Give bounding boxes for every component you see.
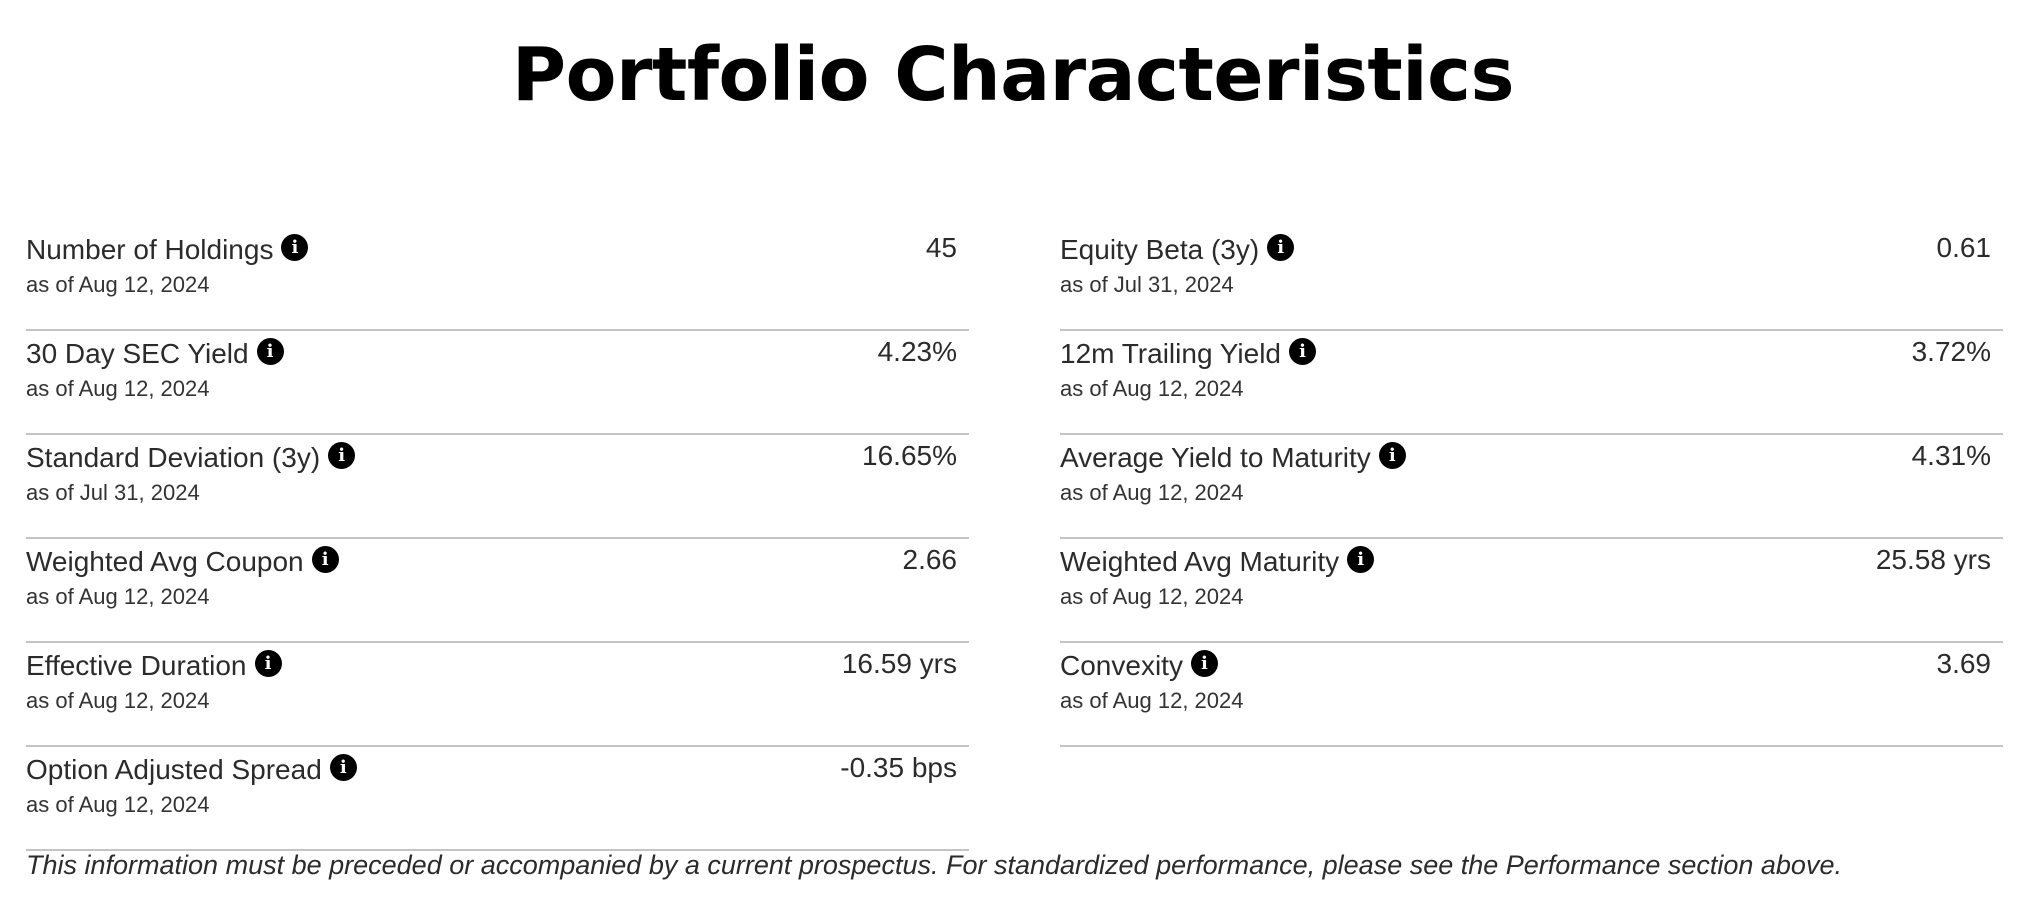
characteristic-row-number-of-holdings: Number of Holdings i as of Aug 12, 2024 … (26, 227, 969, 331)
info-icon[interactable]: i (1347, 545, 1375, 573)
characteristic-value: 2.66 (902, 544, 958, 575)
characteristic-value: 0.61 (1936, 232, 1992, 263)
characteristic-row-equity-beta: Equity Beta (3y) i as of Jul 31, 2024 0.… (1060, 227, 2003, 331)
characteristic-date: as of Aug 12, 2024 (26, 376, 210, 401)
page-title: Portfolio Characteristics (511, 32, 1515, 118)
characteristic-value: 3.72% (1911, 336, 1991, 367)
characteristic-label: Average Yield to Maturity (1060, 442, 1371, 473)
characteristic-label: 30 Day SEC Yield (26, 338, 249, 369)
info-icon[interactable]: i (1267, 233, 1295, 261)
info-icon[interactable]: i (281, 233, 309, 261)
characteristic-row-convexity: Convexity i as of Aug 12, 2024 3.69 (1060, 643, 2003, 747)
characteristic-value: 16.65% (862, 440, 957, 471)
characteristic-date: as of Aug 12, 2024 (1060, 376, 1244, 401)
characteristic-date: as of Jul 31, 2024 (1060, 272, 1234, 297)
characteristic-label: Weighted Avg Maturity (1060, 546, 1340, 577)
characteristic-value: 3.69 (1936, 648, 1992, 679)
info-icon[interactable]: i (256, 337, 284, 365)
characteristic-label: Effective Duration (26, 650, 247, 681)
characteristic-value: 4.31% (1911, 440, 1991, 471)
characteristic-date: as of Aug 12, 2024 (26, 584, 210, 609)
characteristic-date: as of Aug 12, 2024 (1060, 480, 1244, 505)
characteristic-value: -0.35 bps (840, 752, 957, 783)
characteristic-date: as of Aug 12, 2024 (1060, 584, 1244, 609)
characteristic-row-12m-trailing-yield: 12m Trailing Yield i as of Aug 12, 2024 … (1060, 331, 2003, 435)
info-icon[interactable]: i (311, 545, 339, 573)
prospectus-disclaimer: This information must be preceded or acc… (26, 850, 1842, 880)
characteristic-label: Convexity (1060, 650, 1183, 681)
characteristic-row-30-day-sec-yield: 30 Day SEC Yield i as of Aug 12, 2024 4.… (26, 331, 969, 435)
characteristic-label: Option Adjusted Spread (26, 754, 322, 785)
characteristic-label: Equity Beta (3y) (1060, 234, 1260, 265)
characteristic-row-weighted-avg-maturity: Weighted Avg Maturity i as of Aug 12, 20… (1060, 539, 2003, 643)
characteristic-row-weighted-avg-coupon: Weighted Avg Coupon i as of Aug 12, 2024… (26, 539, 969, 643)
characteristic-date: as of Aug 12, 2024 (26, 688, 210, 713)
characteristic-label: Weighted Avg Coupon (26, 546, 304, 577)
characteristic-row-effective-duration: Effective Duration i as of Aug 12, 2024 … (26, 643, 969, 747)
info-icon[interactable]: i (1190, 649, 1218, 677)
info-icon[interactable]: i (1289, 337, 1317, 365)
info-icon[interactable]: i (329, 753, 357, 781)
info-icon[interactable]: i (328, 441, 356, 469)
characteristic-label: 12m Trailing Yield (1060, 338, 1282, 369)
characteristic-label: Standard Deviation (3y) (26, 442, 321, 473)
characteristics-right-column: Equity Beta (3y) i as of Jul 31, 2024 0.… (1060, 227, 2003, 747)
characteristic-date: as of Jul 31, 2024 (26, 480, 200, 505)
characteristic-value: 4.23% (877, 336, 957, 367)
characteristic-row-average-yield-to-maturity: Average Yield to Maturity i as of Aug 12… (1060, 435, 2003, 539)
characteristic-value: 45 (925, 232, 957, 263)
characteristic-date: as of Aug 12, 2024 (1060, 688, 1244, 713)
characteristic-date: as of Aug 12, 2024 (26, 272, 210, 297)
characteristics-left-column: Number of Holdings i as of Aug 12, 2024 … (26, 227, 969, 851)
characteristic-value: 25.58 yrs (1875, 544, 1991, 575)
characteristic-date: as of Aug 12, 2024 (26, 792, 210, 817)
characteristic-row-standard-deviation: Standard Deviation (3y) i as of Jul 31, … (26, 435, 969, 539)
info-icon[interactable]: i (1378, 441, 1406, 469)
info-icon[interactable]: i (254, 649, 282, 677)
characteristic-row-option-adjusted-spread: Option Adjusted Spread i as of Aug 12, 2… (26, 747, 969, 851)
characteristic-label: Number of Holdings (26, 234, 274, 265)
characteristic-value: 16.59 yrs (841, 648, 957, 679)
